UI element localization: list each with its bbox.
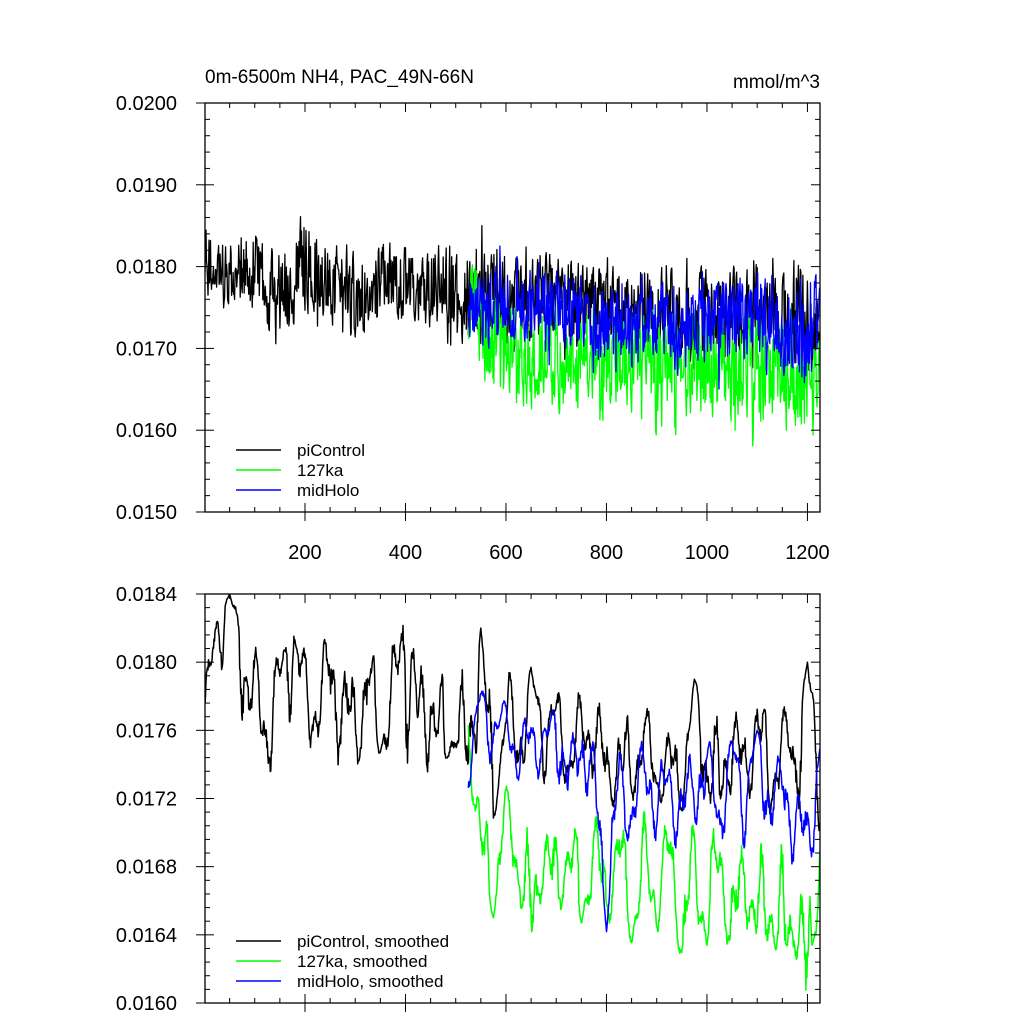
- y-tick-label: 0.0180: [116, 257, 177, 279]
- series-lines: [205, 594, 820, 991]
- y-tick-label: 0.0170: [116, 338, 177, 360]
- y-tick-label: 0.0160: [116, 993, 177, 1015]
- x-tick-label: 800: [590, 542, 623, 564]
- series-line-picontrol: [205, 216, 820, 374]
- series-line-midholo-smoothed: [467, 690, 820, 933]
- y-tick-label: 0.0184: [116, 584, 177, 606]
- series-line-picontrol-smoothed: [205, 594, 820, 832]
- legend-label: midHolo: [297, 481, 359, 500]
- series-line-midholo: [467, 245, 820, 390]
- legend-label: piControl, smoothed: [297, 932, 449, 951]
- y-tick-label: 0.0190: [116, 175, 177, 197]
- x-tick-label: 400: [389, 542, 422, 564]
- series-lines: [205, 216, 820, 447]
- y-tick-label: 0.0180: [116, 652, 177, 674]
- chart-title: 0m-6500m NH4, PAC_49N-66N: [205, 67, 474, 88]
- y-tick-label: 0.0164: [116, 925, 177, 947]
- y-tick-label: 0.0172: [116, 789, 177, 811]
- x-tick-label: 1200: [785, 542, 830, 564]
- series-line-127ka-smoothed: [467, 725, 820, 991]
- legend-label: piControl: [297, 441, 365, 460]
- top-chart: 200 400 600 800 1000 1200 0.0150 0.0160 0.0170 0.…: [116, 67, 830, 564]
- legend-label: 127ka, smoothed: [297, 952, 427, 971]
- units-label: mmol/m^3: [733, 72, 820, 93]
- y-tick-label: 0.0176: [116, 720, 177, 742]
- legend-label: midHolo, smoothed: [297, 972, 443, 991]
- legend-label: 127ka: [297, 461, 344, 480]
- x-tick-label: 200: [288, 542, 321, 564]
- plot-frame: [204, 102, 821, 513]
- y-tick-label: 0.0200: [116, 93, 177, 115]
- y-tick-label: 0.0168: [116, 857, 177, 879]
- y-tick-label: 0.0160: [116, 420, 177, 442]
- y-tick-label: 0.0150: [116, 502, 177, 524]
- bottom-chart: 0.0160 0.0164 0.0168 0.0172 0.0176 0.0180 0.01…: [116, 584, 821, 1015]
- x-tick-label: 600: [489, 542, 522, 564]
- x-tick-label: 1000: [685, 542, 730, 564]
